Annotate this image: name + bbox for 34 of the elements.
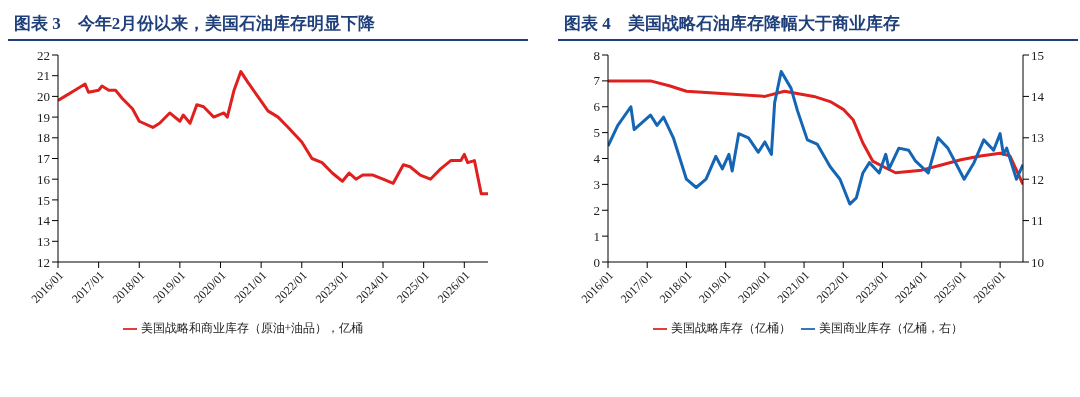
line-series bbox=[58, 70, 488, 196]
y-tick-label: 4 bbox=[593, 151, 601, 167]
line-series bbox=[608, 79, 1023, 186]
y-tick-label: 13 bbox=[37, 233, 50, 249]
y2-tick-label: 12 bbox=[1031, 171, 1044, 187]
y-tick-label: 14 bbox=[37, 213, 51, 229]
chart-title: 图表 4 美国战略石油库存降幅大于商业库存 bbox=[558, 8, 1078, 41]
y2-tick-label: 15 bbox=[1031, 47, 1044, 63]
y-tick-label: 15 bbox=[37, 192, 50, 208]
y-tick-label: 3 bbox=[593, 176, 600, 192]
legend-label: 美国战略和商业库存（原油+油品），亿桶 bbox=[140, 321, 364, 335]
y-tick-label: 5 bbox=[593, 125, 600, 141]
y-tick-label: 17 bbox=[37, 151, 51, 167]
y2-tick-label: 13 bbox=[1031, 130, 1044, 146]
y-tick-label: 22 bbox=[37, 47, 50, 63]
y2-tick-label: 14 bbox=[1031, 89, 1045, 105]
y-tick-label: 20 bbox=[37, 89, 50, 105]
y-tick-label: 2 bbox=[593, 202, 600, 218]
legend-label: 美国战略库存（亿桶） bbox=[671, 321, 791, 335]
y-tick-label: 12 bbox=[37, 254, 50, 270]
y2-tick-label: 11 bbox=[1031, 213, 1044, 229]
y-tick-label: 19 bbox=[37, 109, 50, 125]
y-tick-label: 16 bbox=[37, 171, 51, 187]
y-tick-label: 8 bbox=[593, 47, 600, 63]
y-tick-label: 18 bbox=[37, 130, 50, 146]
y-tick-label: 0 bbox=[593, 254, 600, 270]
y-tick-label: 1 bbox=[593, 228, 600, 244]
chart-title: 图表 3 今年2月份以来，美国石油库存明显下降 bbox=[8, 8, 528, 41]
y-tick-label: 21 bbox=[37, 68, 50, 84]
line-series bbox=[608, 70, 1023, 206]
y2-tick-label: 10 bbox=[1031, 254, 1044, 270]
y-tick-label: 6 bbox=[593, 99, 601, 115]
legend-label: 美国商业库存（亿桶，右） bbox=[819, 321, 963, 335]
y-tick-label: 7 bbox=[593, 73, 601, 89]
